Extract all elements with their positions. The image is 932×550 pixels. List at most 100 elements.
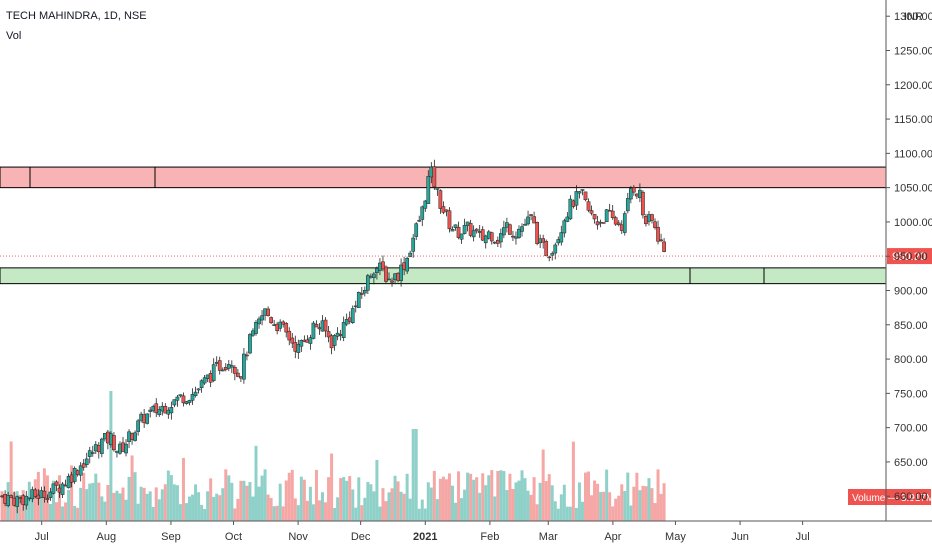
candle (33, 489, 38, 497)
candle (562, 220, 567, 234)
volume-bar (460, 498, 464, 521)
candle (15, 496, 20, 507)
volume-bar (593, 480, 597, 521)
candle (468, 223, 473, 236)
candle (124, 443, 128, 454)
candle (63, 484, 68, 487)
candle (350, 308, 355, 324)
volume-bar (263, 469, 267, 521)
volume-bar (284, 480, 288, 521)
volume-bar (487, 475, 491, 521)
volume-bar (478, 492, 482, 521)
volume-bar (529, 494, 533, 521)
volume-bar (115, 490, 119, 521)
candle (438, 190, 443, 209)
volume-bar (444, 479, 448, 521)
volume-tag-label: Volume — 3.917M (852, 493, 932, 504)
volume-bar (553, 501, 557, 521)
volume-bar (535, 504, 539, 521)
candle (39, 490, 44, 499)
volume-bar (454, 502, 458, 521)
volume-bar (67, 489, 71, 521)
volume-bar (423, 508, 427, 521)
volume-bar (469, 473, 473, 521)
volume-bar (142, 487, 146, 521)
candle (526, 216, 530, 225)
volume-bar (317, 500, 321, 521)
candle (344, 319, 349, 325)
time-axis-label: Mar (539, 531, 558, 543)
volume-bar (499, 470, 503, 521)
volume-bar (399, 491, 403, 521)
volume-bar (402, 493, 406, 521)
time-axis-label: Oct (225, 531, 242, 543)
candle (145, 413, 150, 424)
volume-bar (523, 478, 527, 521)
volume-bar (475, 477, 479, 521)
candle (568, 198, 573, 220)
candle (635, 193, 639, 197)
candle (616, 222, 621, 225)
candle (559, 232, 564, 243)
candle (387, 278, 391, 281)
volume-bar (242, 480, 246, 521)
candle (326, 331, 331, 338)
volume-bar (342, 477, 346, 521)
volume-bar (278, 483, 282, 521)
candle (523, 223, 527, 226)
volume-bar (339, 478, 343, 521)
candle (662, 241, 666, 252)
candle (214, 361, 219, 364)
candle (571, 200, 576, 207)
volume-bar (109, 391, 113, 521)
volume-bar (596, 483, 600, 521)
volume-bar (305, 500, 309, 521)
volume-bar (48, 503, 52, 521)
volume-bar (496, 470, 500, 521)
candle (453, 224, 458, 228)
volume-bar (568, 506, 572, 521)
volume-bar (641, 485, 645, 521)
price-axis-label: 600.00 (894, 491, 928, 503)
volume-bar (327, 477, 331, 521)
candle (511, 235, 515, 238)
candle (99, 438, 104, 454)
candle (84, 458, 89, 466)
volume-tag (848, 489, 931, 505)
candle (263, 308, 267, 316)
candle (610, 210, 615, 218)
candle (184, 401, 189, 404)
volume-bar (517, 480, 521, 521)
candle (278, 321, 283, 329)
volume-bar (51, 480, 55, 521)
volume-bar (617, 495, 621, 521)
volume-bar (293, 498, 297, 521)
candle (638, 189, 642, 198)
candle (432, 166, 437, 188)
candle (302, 339, 307, 342)
volume-bar (30, 491, 34, 521)
volume-bar (191, 494, 195, 521)
candle (462, 225, 467, 234)
volume-bar (148, 491, 152, 521)
volume-bar (562, 484, 566, 521)
candle (248, 334, 252, 354)
candle (641, 191, 645, 216)
volume-bar (100, 496, 104, 521)
candle (538, 238, 542, 244)
candle (435, 187, 440, 190)
candle (553, 244, 558, 254)
volume-bar (103, 501, 107, 521)
candle (480, 229, 485, 241)
candle (607, 210, 612, 212)
volume-bar (574, 507, 578, 521)
candle (341, 322, 346, 338)
candle (477, 231, 482, 233)
time-axis-label: Apr (604, 531, 621, 543)
volume-bar (520, 470, 524, 521)
candle (335, 332, 340, 337)
volume-bar (178, 504, 182, 521)
last-price-value: 950.20 (892, 251, 926, 263)
volume-bar (221, 488, 225, 521)
